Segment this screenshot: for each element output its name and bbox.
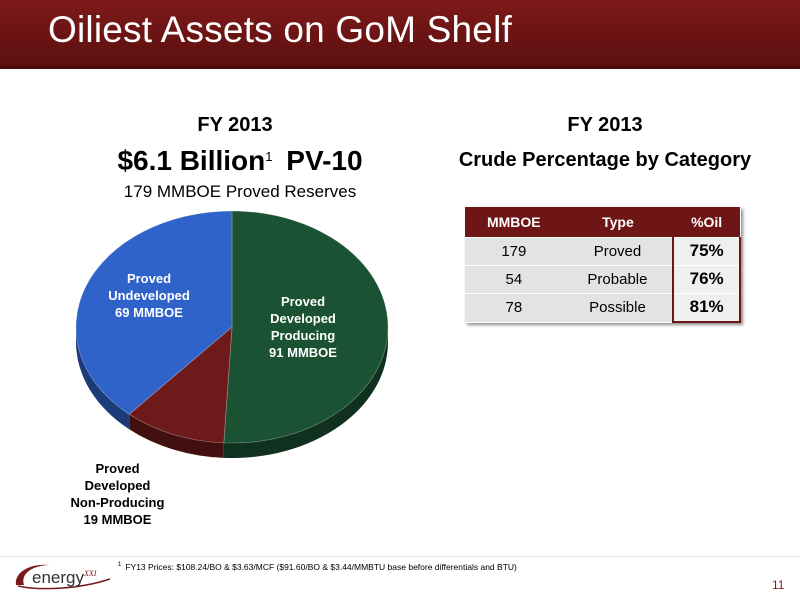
pv10-footnote-marker: 1 — [265, 149, 273, 164]
cell-mmboe: 54 — [465, 264, 563, 294]
cell-oil-pct: 81% — [672, 292, 741, 323]
energy-xxi-logo: energy XXI — [10, 555, 120, 595]
pie-slice — [75, 210, 233, 415]
cell-type: Probable — [562, 264, 674, 294]
pie-slice-side — [223, 327, 388, 458]
col-header-type: Type — [562, 207, 674, 238]
pv10-value: $6.1 Billion — [117, 145, 266, 176]
footer-divider — [0, 556, 800, 557]
pie-slice-side — [76, 327, 130, 430]
crude-table: MMBOE Type %Oil 179 Proved 75% 54 Probab… — [465, 207, 741, 323]
slide-title: Oiliest Assets on GoM Shelf — [48, 9, 512, 50]
footnote-text: FY13 Prices: $108.24/BO & $3.63/MCF ($91… — [125, 562, 517, 572]
logo-wordmark: energy — [32, 568, 84, 587]
pie-label-line: Developed — [270, 311, 336, 326]
page-number: 11 — [772, 578, 785, 592]
pie-slice-side — [129, 414, 224, 458]
crude-percentage-table: MMBOE Type %Oil 179 Proved 75% 54 Probab… — [465, 207, 741, 323]
pie-label-line: Producing — [270, 328, 336, 343]
cell-oil-pct: 76% — [672, 264, 741, 294]
pie-slice — [128, 326, 233, 444]
pie-label-line: Proved — [126, 271, 172, 286]
col-header-mmboe: MMBOE — [465, 207, 563, 238]
crude-percentage-title: Crude Percentage by Category — [458, 149, 752, 171]
table-header-row: MMBOE Type %Oil — [465, 207, 740, 238]
logo-swoosh-icon: energy XXI — [15, 564, 111, 590]
footnote-marker: 1 — [118, 562, 122, 569]
col-header-oil-pct: %Oil — [673, 207, 740, 238]
cell-mmboe: 78 — [465, 292, 563, 322]
cell-oil-pct: 75% — [672, 237, 741, 266]
reserves-pie-chart — [70, 207, 400, 477]
pie-label-line: Non-Producing — [70, 495, 165, 510]
table-row: 54 Probable 76% — [465, 264, 741, 294]
pie-label-line: Developed — [84, 478, 151, 493]
pv10-headline: $6.1 Billion1 PV-10 — [60, 145, 420, 177]
pie-label-proved-developed-producing: Proved Developed Producing 91 MMBOE — [248, 293, 358, 361]
cell-mmboe: 179 — [465, 237, 563, 266]
table-row: 179 Proved 75% — [465, 237, 741, 266]
table-row: 78 Possible 81% — [465, 292, 741, 323]
pie-label-proved-undeveloped: Proved Undeveloped 69 MMBOE — [94, 270, 204, 321]
cell-type: Proved — [562, 237, 674, 266]
pie-slice — [223, 210, 389, 444]
title-bar: Oiliest Assets on GoM Shelf — [0, 0, 800, 69]
pv10-label: PV-10 — [286, 145, 363, 176]
pie-label-line: Proved — [280, 294, 326, 309]
footnote: 1 FY13 Prices: $108.24/BO & $3.63/MCF ($9… — [118, 562, 517, 572]
pie-label-line: 91 MMBOE — [269, 345, 337, 360]
logo-suffix: XXI — [83, 569, 97, 578]
cell-type: Possible — [562, 292, 674, 322]
pie-label-line: Proved — [95, 461, 140, 476]
left-fiscal-year: FY 2013 — [197, 114, 273, 136]
pie-label-line: 69 MMBOE — [115, 305, 183, 320]
right-fiscal-year: FY 2013 — [567, 114, 643, 136]
pie-svg — [75, 210, 389, 458]
proved-reserves-caption: 179 MMBOE Proved Reserves — [123, 182, 357, 201]
pie-label-line: Undeveloped — [108, 288, 190, 303]
pie-label-proved-developed-non-producing: Proved Developed Non-Producing 19 MMBOE — [55, 460, 180, 528]
pie-label-line: 19 MMBOE — [83, 512, 152, 527]
